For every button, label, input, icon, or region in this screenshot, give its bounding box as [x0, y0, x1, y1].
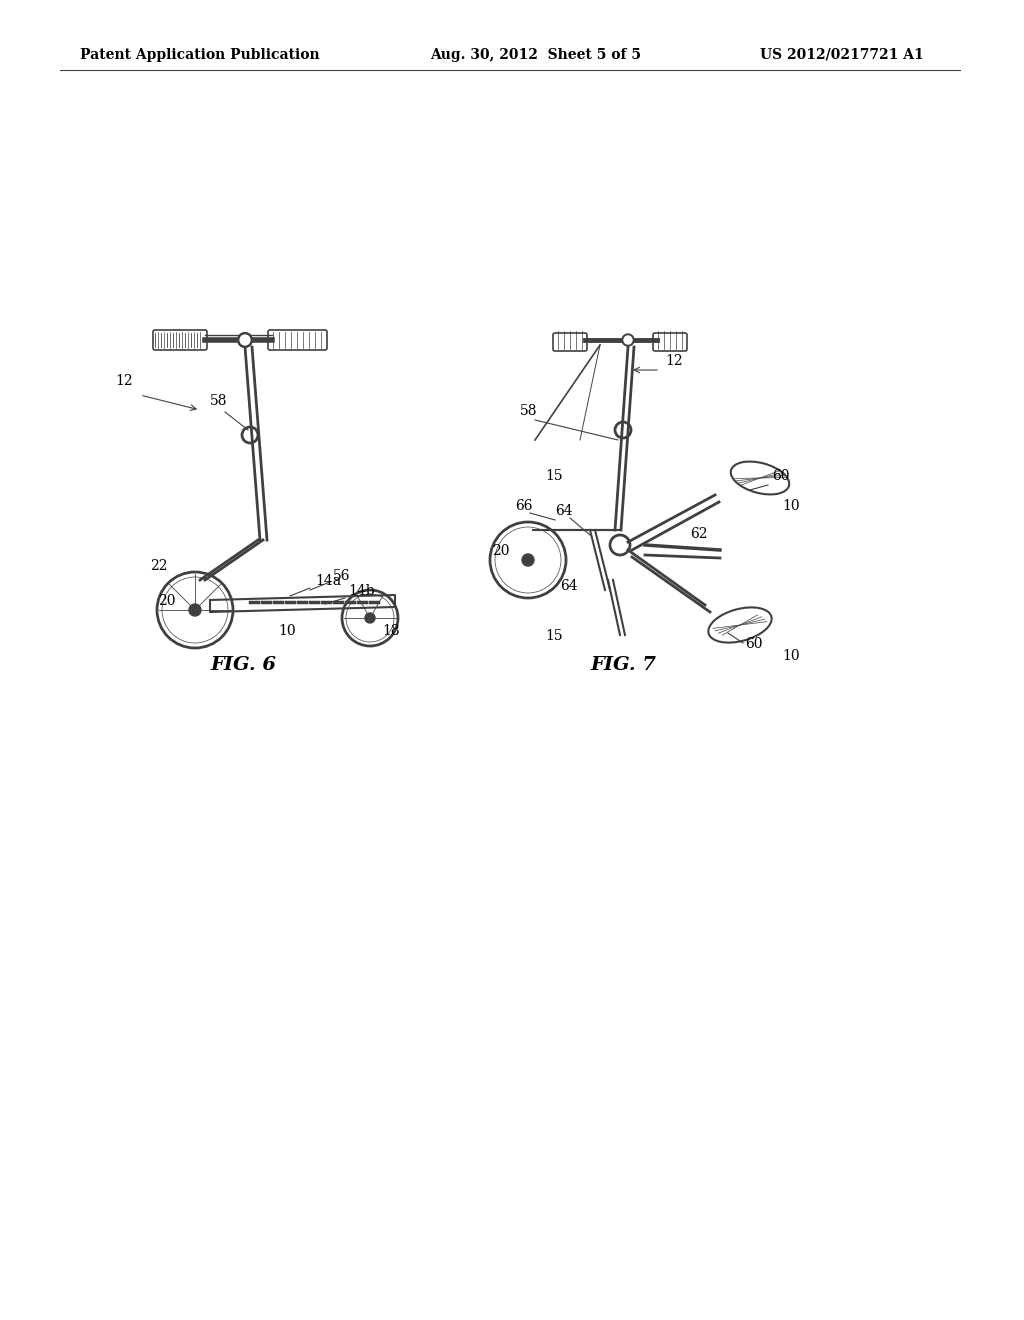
Text: 10: 10 [782, 499, 800, 513]
Circle shape [245, 430, 255, 440]
Text: 58: 58 [520, 404, 538, 418]
Circle shape [522, 554, 534, 566]
Text: 10: 10 [278, 624, 296, 638]
Text: 15: 15 [545, 469, 562, 483]
Text: 66: 66 [515, 499, 532, 513]
Text: Aug. 30, 2012  Sheet 5 of 5: Aug. 30, 2012 Sheet 5 of 5 [430, 48, 641, 62]
Text: 12: 12 [665, 354, 683, 368]
Text: 60: 60 [772, 469, 790, 483]
FancyBboxPatch shape [553, 333, 587, 351]
Text: 15: 15 [545, 630, 562, 643]
Circle shape [365, 612, 375, 623]
Text: 14a: 14a [315, 574, 341, 587]
Text: 64: 64 [560, 579, 578, 593]
Text: 64: 64 [555, 504, 572, 517]
Circle shape [240, 335, 250, 345]
Text: FIG. 7: FIG. 7 [590, 656, 656, 675]
Circle shape [614, 539, 626, 550]
Circle shape [622, 334, 634, 346]
Text: 22: 22 [150, 558, 168, 573]
Text: 10: 10 [782, 649, 800, 663]
Text: 56: 56 [333, 569, 350, 583]
Text: 58: 58 [210, 393, 227, 408]
Text: 62: 62 [690, 527, 708, 541]
FancyBboxPatch shape [153, 330, 207, 350]
Text: FIG. 6: FIG. 6 [210, 656, 276, 675]
FancyBboxPatch shape [268, 330, 327, 350]
FancyBboxPatch shape [653, 333, 687, 351]
Text: 14b: 14b [348, 583, 375, 598]
Text: 20: 20 [158, 594, 175, 609]
Text: US 2012/0217721 A1: US 2012/0217721 A1 [760, 48, 924, 62]
Text: 12: 12 [115, 374, 133, 388]
Circle shape [238, 333, 252, 347]
Circle shape [618, 425, 628, 436]
Text: 18: 18 [382, 624, 399, 638]
Text: Patent Application Publication: Patent Application Publication [80, 48, 319, 62]
Circle shape [624, 337, 632, 345]
Text: 20: 20 [492, 544, 510, 558]
Text: 60: 60 [745, 638, 763, 651]
Circle shape [189, 605, 201, 616]
